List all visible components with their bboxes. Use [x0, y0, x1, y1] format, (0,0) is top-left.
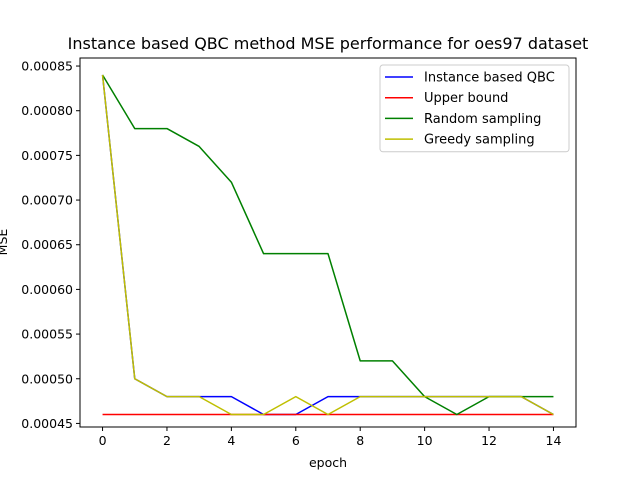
y-axis-ticks: 0.00045 0.00050 0.00055 0.00060 0.00065 0.000…: [21, 59, 80, 431]
legend-label-0: Instance based QBC: [424, 71, 555, 86]
x-axis-label: epoch: [309, 455, 347, 470]
legend-box: [379, 64, 570, 153]
y-tick-label: 0.00075: [21, 148, 73, 163]
legend-label-2: Random sampling: [424, 112, 541, 127]
y-tick-label: 0.00055: [21, 327, 73, 342]
y-tick-label: 0.00060: [21, 282, 73, 297]
y-tick-label: 0.00085: [21, 59, 73, 74]
y-tick-label: 0.00050: [21, 371, 73, 386]
x-tick-label: 10: [417, 433, 433, 448]
y-tick-label: 0.00080: [21, 103, 73, 118]
plot-lines: [101, 74, 554, 416]
series-line-2: [101, 74, 554, 416]
x-tick-label: 12: [481, 433, 497, 448]
legend-label-1: Upper bound: [424, 91, 508, 106]
x-tick-label: 4: [227, 433, 235, 448]
legend-label-3: Greedy sampling: [424, 133, 535, 148]
plot-frame: [79, 57, 577, 428]
y-tick-label: 0.00045: [21, 416, 73, 431]
x-tick-label: 0: [99, 433, 107, 448]
x-tick-label: 2: [163, 433, 171, 448]
chart-title: Instance based QBC method MSE performanc…: [68, 34, 589, 53]
series-line-3: [101, 74, 554, 416]
x-tick-label: 14: [546, 433, 562, 448]
y-tick-label: 0.00065: [21, 237, 73, 252]
x-tick-label: 8: [356, 433, 364, 448]
legend: Instance based QBC Upper bound Random samp…: [379, 64, 570, 153]
x-tick-label: 6: [292, 433, 300, 448]
y-axis-label: MSE: [0, 229, 10, 256]
y-tick-label: 0.00070: [21, 193, 73, 208]
x-axis-ticks: 0 2 4 6 8 10 12 14: [99, 427, 562, 448]
